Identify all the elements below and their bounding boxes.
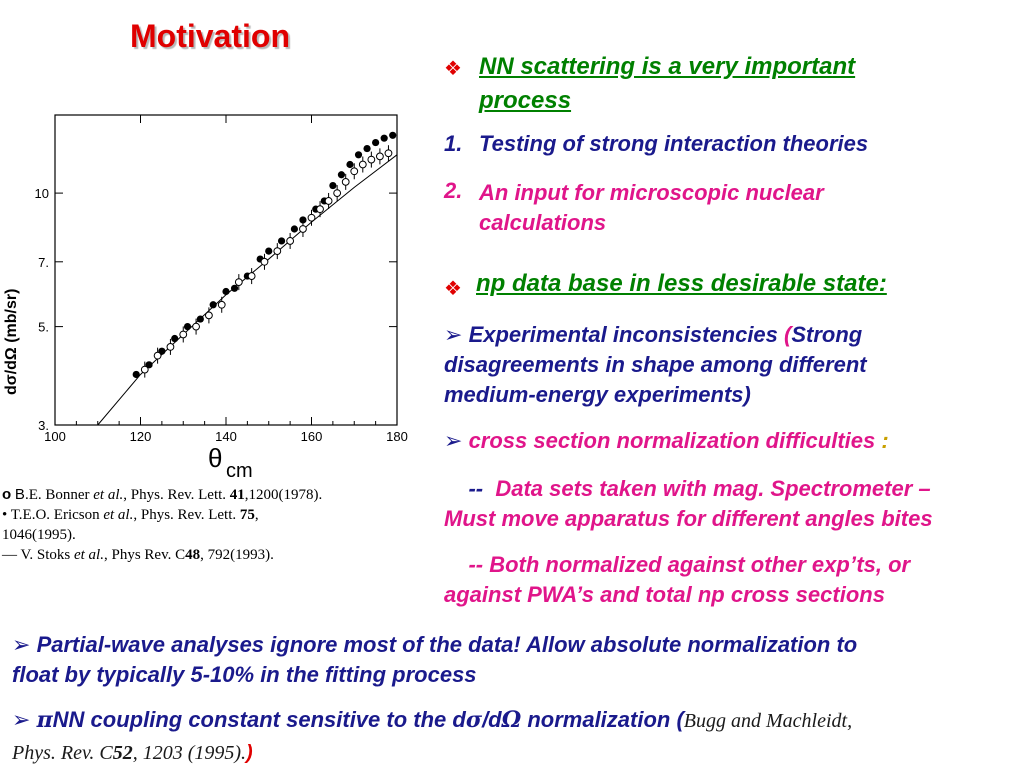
data-point-filled [209, 301, 217, 309]
data-point-filled [329, 181, 337, 190]
reference-2-cont: 1046(1995). [2, 527, 76, 543]
sub-point-data-sets: -- Data sets taken with mag. Spectromete… [444, 476, 933, 531]
reference-2: • T.E.O. Ericson et al., Phys. Rev. Lett… [2, 507, 259, 523]
data-point-open [153, 347, 162, 364]
data-point-open [205, 307, 213, 324]
data-point-filled [346, 160, 354, 169]
data-point-filled [277, 237, 286, 245]
data-point-filled [183, 323, 192, 331]
item-2-text: An input for microscopic nuclear calcula… [479, 180, 824, 235]
references: o B.E. Bonner et al., Phys. Rev. Lett. 4… [2, 485, 442, 565]
x-axis-sub: cm [226, 460, 253, 480]
data-point-filled [132, 370, 140, 379]
data-point-open [358, 156, 367, 173]
y-tick-label: 10 [35, 186, 49, 201]
sub-point-normalization: ➢ cross section normalization difficulti… [444, 428, 889, 453]
data-point-open [234, 274, 243, 291]
y-tick-label: 3. [38, 418, 49, 433]
diamond-bullet-icon: ❖ [444, 58, 462, 80]
y-axis-label: dσ/dΩ (mb/sr) [3, 289, 20, 395]
data-point-open [316, 201, 324, 218]
data-point-filled [389, 131, 397, 139]
plot-frame [54, 114, 398, 426]
data-point-open [299, 220, 307, 237]
x-axis-theta: θ [208, 443, 222, 473]
x-tick-label: 140 [215, 429, 237, 444]
y-tick-label: 7. [38, 255, 49, 270]
model-curve [97, 154, 398, 426]
data-point-filled [265, 247, 273, 255]
item-1-number: 1. [444, 131, 463, 156]
data-point-filled [363, 144, 371, 153]
item-2-number: 2. [444, 178, 463, 203]
data-point-open [384, 145, 393, 162]
data-point-open [217, 296, 226, 313]
data-point-open [286, 232, 295, 249]
data-point-open [333, 185, 342, 202]
data-point-filled [171, 334, 179, 343]
data-point-open [367, 151, 376, 168]
bullet2-heading: np data base in less desirable state: [476, 270, 887, 297]
data-point-open [350, 163, 359, 180]
arrow-bullet-icon: ➢ [12, 707, 31, 732]
data-point-filled [337, 171, 346, 179]
y-tick-label: 5. [38, 320, 49, 335]
data-point-filled [290, 225, 298, 233]
data-point-open [192, 318, 200, 335]
data-point-open [376, 148, 384, 165]
data-point-filled [230, 284, 239, 292]
x-tick-label: 180 [386, 429, 408, 444]
data-point-open [273, 243, 282, 260]
coupling-constant-point: ➢ πNN coupling constant sensitive to the… [12, 707, 853, 764]
reference-1: o B.E. Bonner et al., Phys. Rev. Lett. 4… [2, 486, 323, 503]
x-tick-label: 160 [301, 429, 323, 444]
data-point-filled [380, 134, 388, 142]
data-point-filled [299, 216, 307, 224]
data-point-filled [196, 315, 204, 323]
data-point-open [166, 338, 175, 355]
sub-point-inconsistencies: ➢ Experimental inconsistencies (Strong d… [444, 322, 867, 407]
arrow-bullet-icon: ➢ [12, 632, 31, 657]
diamond-bullet-icon: ❖ [444, 278, 462, 300]
data-point-open [324, 192, 333, 209]
item-1-text: Testing of strong interaction theories [479, 131, 869, 156]
data-point-filled [222, 287, 230, 296]
data-point-filled [372, 138, 380, 147]
data-point-open [307, 209, 316, 226]
data-point-filled [354, 151, 363, 159]
data-point-open [260, 253, 269, 270]
arrow-bullet-icon: ➢ [444, 322, 463, 347]
x-tick-label: 120 [130, 429, 152, 444]
partial-wave-point: ➢ Partial-wave analyses ignore most of t… [12, 632, 858, 687]
reference-3: — V. Stoks et al., Phys Rev. C48, 792(19… [2, 547, 274, 563]
page-title: Motivation [130, 18, 290, 54]
data-point-open [140, 361, 149, 378]
data-point-open [341, 173, 350, 190]
sub-point-normalized: -- Both normalized against other exp’ts,… [444, 552, 911, 607]
bullet1-heading: NN scattering is a very important proces… [479, 53, 856, 114]
data-point-open [247, 268, 256, 285]
data-point-open [179, 326, 188, 343]
arrow-bullet-icon: ➢ [444, 428, 463, 453]
x-tick-label: 100 [44, 429, 66, 444]
